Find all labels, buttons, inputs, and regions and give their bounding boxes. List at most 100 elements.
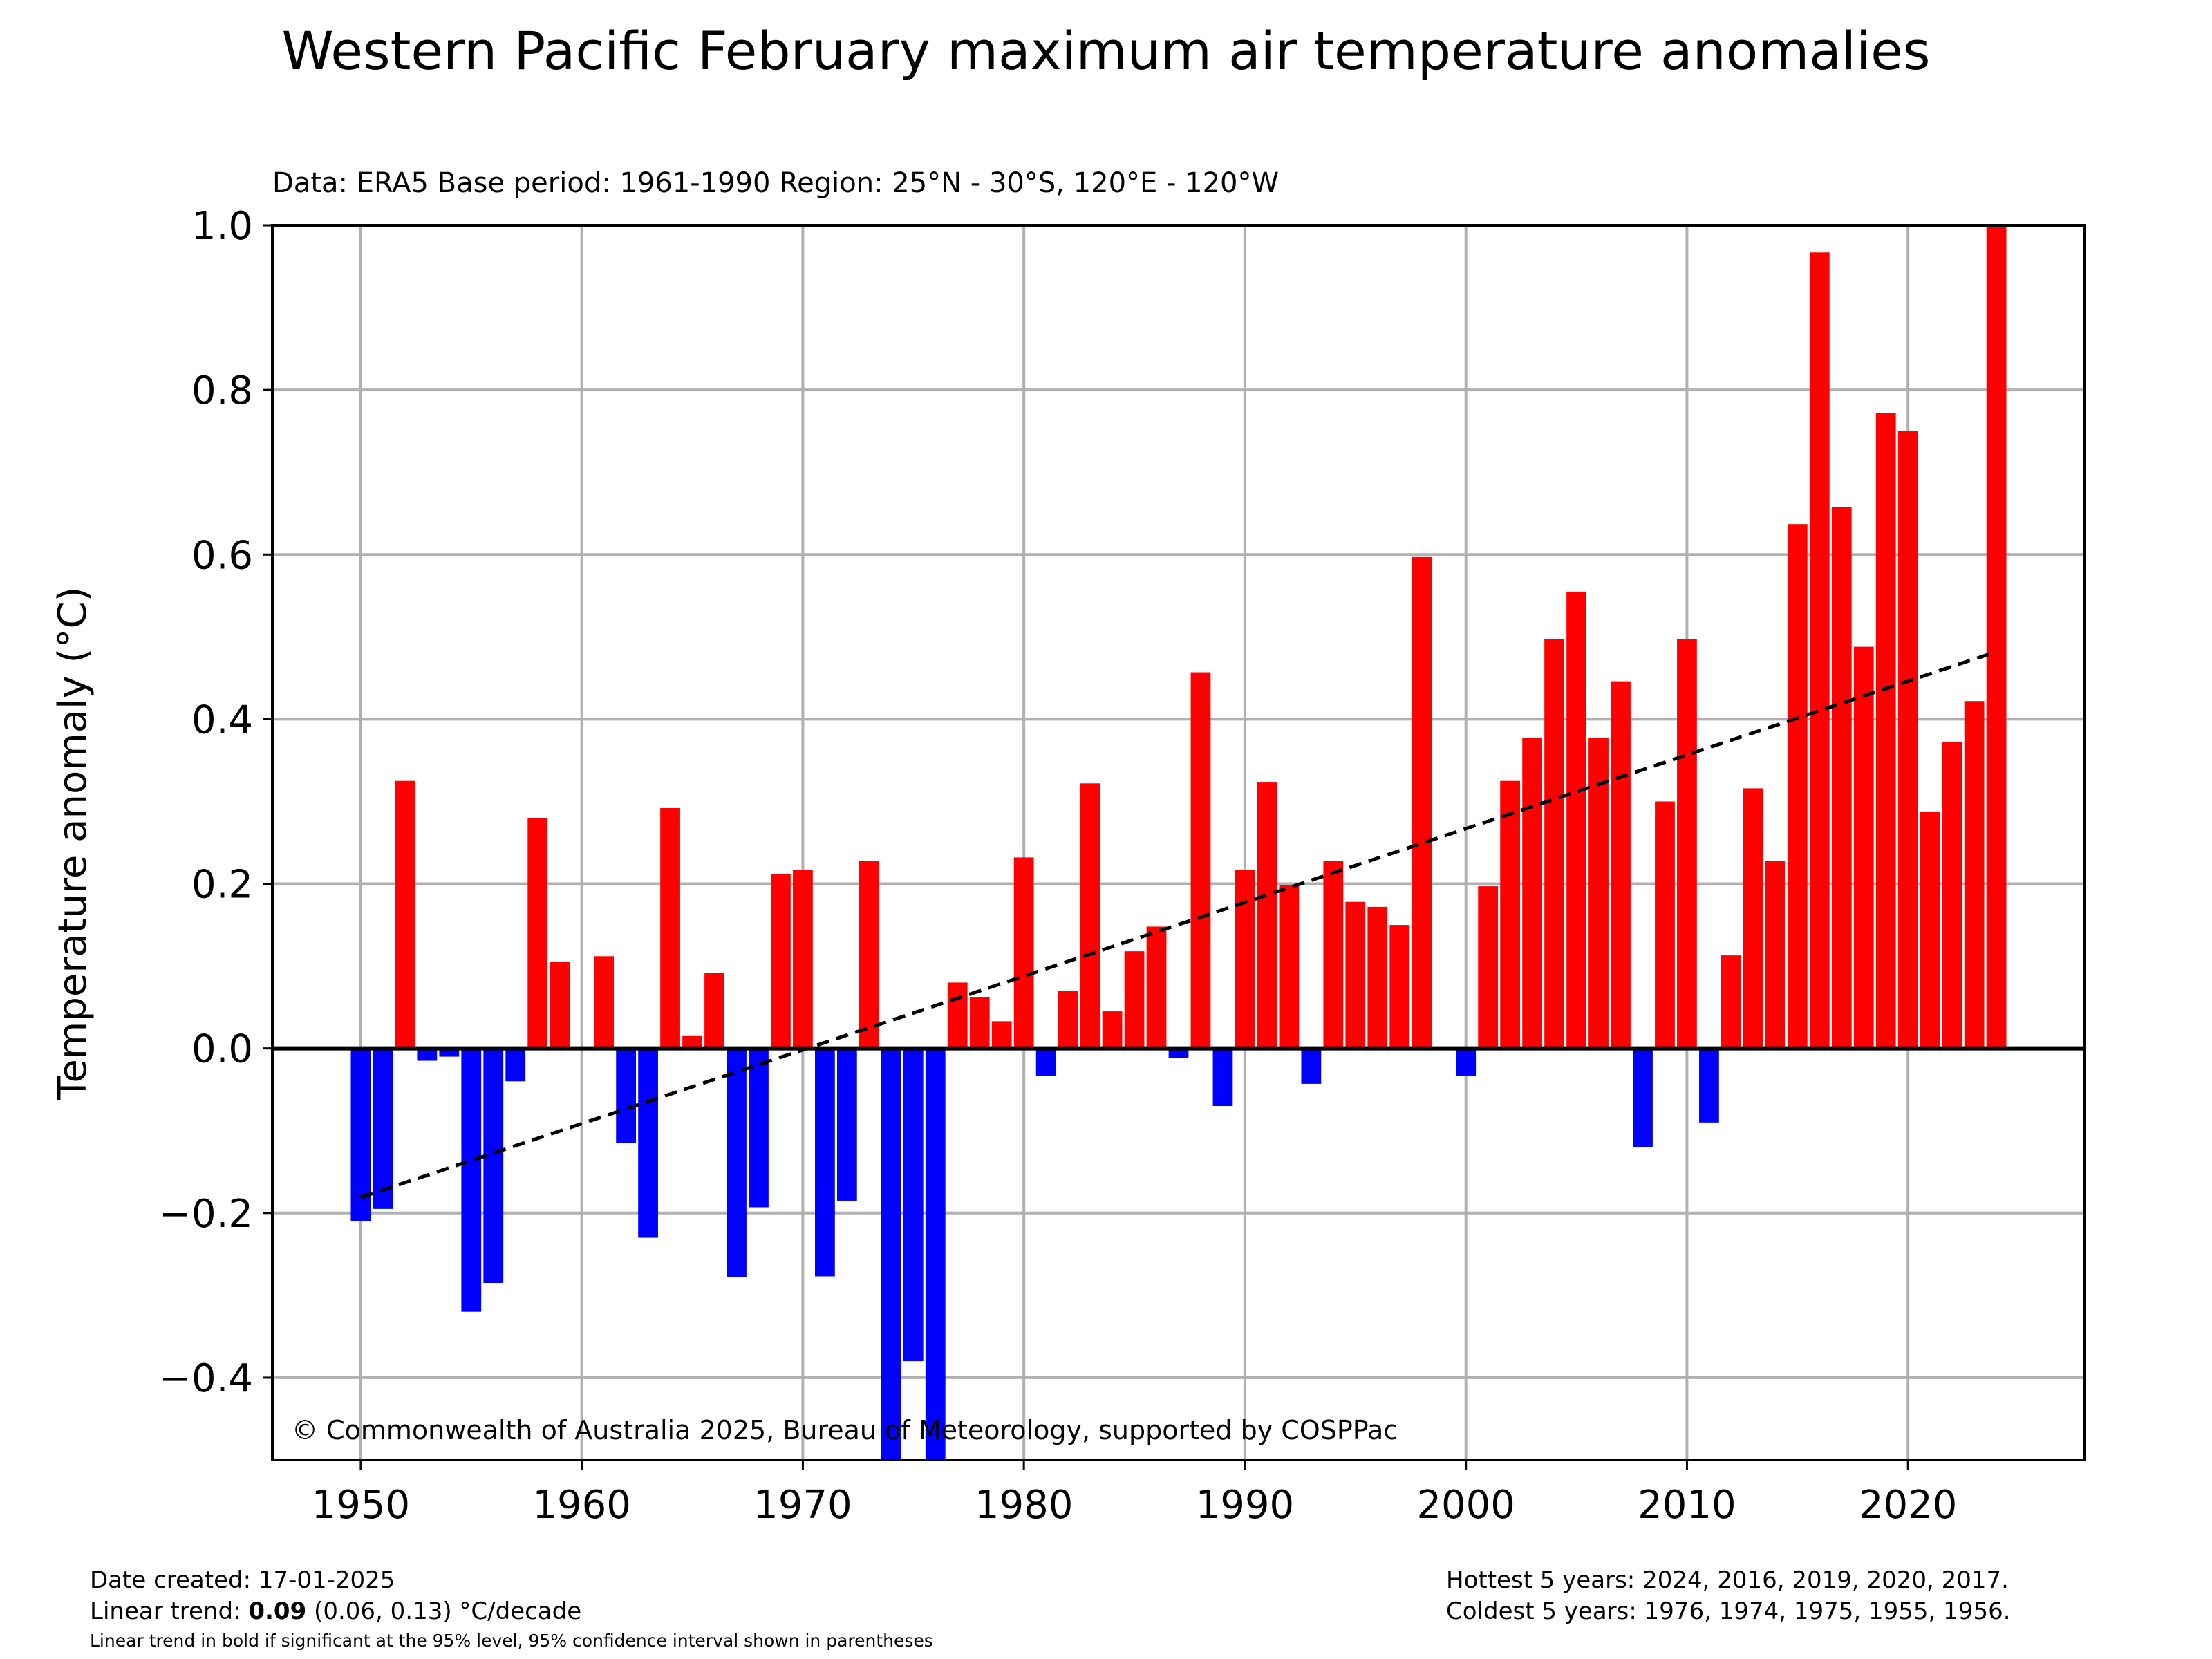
bar-1997 xyxy=(1389,925,1410,1049)
bar-2010 xyxy=(1677,639,1697,1049)
bar-1954 xyxy=(439,1048,460,1057)
bar-1985 xyxy=(1124,951,1145,1049)
bar-2014 xyxy=(1765,861,1785,1049)
bar-2022 xyxy=(1942,742,1962,1049)
x-tick-label: 2010 xyxy=(1638,1483,1736,1528)
bar-2000 xyxy=(1456,1048,1477,1076)
y-tick-label: 0.2 xyxy=(191,863,253,908)
bar-1955 xyxy=(461,1048,482,1312)
bar-1962 xyxy=(616,1048,636,1143)
hottest-years: Hottest 5 years: 2024, 2016, 2019, 2020,… xyxy=(1446,1566,2009,1594)
bar-1984 xyxy=(1102,1011,1123,1049)
bar-1977 xyxy=(947,982,968,1049)
bar-1989 xyxy=(1212,1048,1233,1107)
y-tick-label: 0.4 xyxy=(191,697,253,742)
trend-note: Linear trend in bold if significant at t… xyxy=(90,1631,933,1651)
trend-line xyxy=(360,650,1997,1199)
y-tick-label: −0.4 xyxy=(159,1356,253,1401)
bar-1952 xyxy=(395,780,415,1049)
x-tick-label: 1970 xyxy=(753,1483,852,1528)
bar-1994 xyxy=(1323,861,1344,1049)
coldest-years: Coldest 5 years: 1976, 1974, 1975, 1955,… xyxy=(1446,1597,2011,1625)
x-tick-label: 1980 xyxy=(975,1483,1074,1528)
bar-1958 xyxy=(527,818,548,1049)
bar-1974 xyxy=(881,1048,901,1460)
bar-2016 xyxy=(1809,252,1830,1049)
bar-2018 xyxy=(1853,646,1874,1049)
bar-2009 xyxy=(1655,801,1675,1049)
bar-1950 xyxy=(350,1048,371,1221)
bar-1953 xyxy=(417,1048,438,1061)
bar-2017 xyxy=(1831,507,1852,1049)
footer-right: Hottest 5 years: 2024, 2016, 2019, 2020,… xyxy=(1446,1565,2011,1627)
y-axis-ticks: −0.4 −0.2 0.0 0.2 0.4 0.6 0.8 1.0 xyxy=(159,204,272,1401)
bar-1976 xyxy=(925,1048,946,1460)
bar-2012 xyxy=(1721,955,1741,1049)
bar-1968 xyxy=(749,1048,769,1208)
bar-series xyxy=(350,225,2007,1460)
bar-1956 xyxy=(483,1048,504,1284)
bar-1961 xyxy=(594,956,615,1049)
bar-1959 xyxy=(550,962,570,1049)
bar-1980 xyxy=(1013,857,1034,1049)
bar-1981 xyxy=(1035,1048,1056,1076)
y-tick-label: 0.6 xyxy=(191,533,253,578)
plot-frame xyxy=(271,224,2086,1461)
bar-1963 xyxy=(638,1048,658,1238)
bar-2024 xyxy=(1986,225,2007,1049)
bar-1979 xyxy=(991,1021,1012,1049)
bar-2020 xyxy=(1897,431,1918,1049)
bar-1967 xyxy=(727,1048,747,1277)
bar-1992 xyxy=(1279,885,1300,1049)
date-created: Date created: 17-01-2025 xyxy=(90,1566,395,1594)
chart-title: Western Pacific February maximum air tem… xyxy=(282,20,1931,82)
x-tick-label: 2020 xyxy=(1859,1483,1958,1528)
bar-1982 xyxy=(1058,991,1078,1049)
x-tick-label: 1990 xyxy=(1196,1483,1295,1528)
bar-1991 xyxy=(1257,782,1277,1049)
bar-2008 xyxy=(1633,1048,1653,1147)
bar-1993 xyxy=(1301,1048,1322,1084)
y-tick-label: 0.0 xyxy=(191,1027,253,1072)
y-axis-label: Temperature anomaly (°C) xyxy=(50,587,95,1101)
y-tick-label: −0.2 xyxy=(159,1192,253,1237)
bar-1971 xyxy=(815,1048,835,1277)
bar-2007 xyxy=(1611,681,1631,1049)
bar-1996 xyxy=(1367,906,1388,1049)
y-tick-label: 0.8 xyxy=(191,368,253,413)
bar-1951 xyxy=(373,1048,393,1209)
bar-2013 xyxy=(1743,788,1763,1049)
trend-suffix: (0.06, 0.13) °C/decade xyxy=(306,1597,582,1625)
bar-1983 xyxy=(1080,783,1100,1049)
bar-1987 xyxy=(1168,1048,1189,1058)
chart-subtitle: Data: ERA5 Base period: 1961-1990 Region… xyxy=(272,167,1279,199)
bar-1975 xyxy=(903,1048,924,1362)
bar-1972 xyxy=(836,1048,857,1201)
trend-value: 0.09 xyxy=(248,1597,307,1625)
x-tick-label: 1950 xyxy=(312,1483,411,1528)
trend-prefix: Linear trend: xyxy=(90,1597,249,1625)
x-tick-label: 1960 xyxy=(532,1483,631,1528)
bar-1978 xyxy=(969,997,990,1049)
bar-2001 xyxy=(1478,886,1499,1049)
bar-2002 xyxy=(1500,780,1521,1049)
copyright-annotation: © Commonwealth of Australia 2025, Bureau… xyxy=(292,1415,1398,1445)
bar-1957 xyxy=(505,1048,526,1082)
bar-1986 xyxy=(1146,926,1167,1049)
bar-2006 xyxy=(1588,738,1609,1049)
x-axis-ticks: 1950 1960 1970 1980 1990 2000 2010 2020 xyxy=(312,1460,1958,1528)
bar-2004 xyxy=(1544,639,1564,1049)
bar-1990 xyxy=(1235,870,1255,1049)
bar-1964 xyxy=(660,807,680,1049)
bar-1988 xyxy=(1190,672,1211,1049)
bar-1973 xyxy=(859,861,879,1049)
bar-1965 xyxy=(682,1035,702,1049)
bar-2005 xyxy=(1566,591,1586,1049)
bar-2023 xyxy=(1964,701,1985,1049)
x-tick-label: 2000 xyxy=(1416,1483,1515,1528)
bar-2003 xyxy=(1522,738,1542,1049)
bar-1970 xyxy=(793,870,813,1049)
bar-2011 xyxy=(1699,1048,1719,1123)
bar-2021 xyxy=(1920,812,1940,1049)
